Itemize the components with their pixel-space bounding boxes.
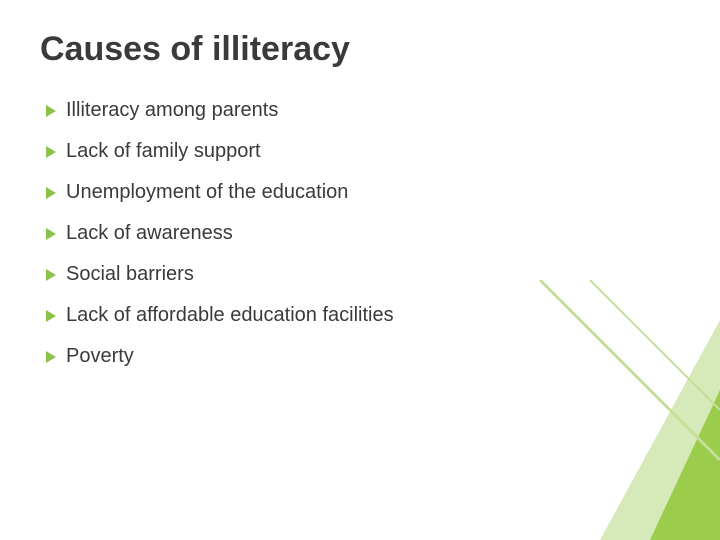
bullet-icon [46, 310, 56, 322]
bullet-text: Lack of affordable education facilities [66, 304, 394, 327]
list-item: Unemployment of the education [46, 181, 680, 204]
list-item: Illiteracy among parents [46, 99, 680, 122]
slide-container: Causes of illiteracy Illiteracy among pa… [0, 0, 720, 540]
bullet-list: Illiteracy among parents Lack of family … [40, 99, 680, 368]
bullet-icon [46, 351, 56, 363]
slide-title: Causes of illiteracy [40, 30, 680, 69]
bullet-icon [46, 105, 56, 117]
bullet-icon [46, 146, 56, 158]
bullet-text: Unemployment of the education [66, 181, 348, 204]
list-item: Social barriers [46, 263, 680, 286]
list-item: Lack of awareness [46, 222, 680, 245]
list-item: Lack of affordable education facilities [46, 304, 680, 327]
bullet-text: Illiteracy among parents [66, 99, 278, 122]
bullet-text: Lack of family support [66, 140, 261, 163]
bullet-icon [46, 269, 56, 281]
list-item: Lack of family support [46, 140, 680, 163]
bullet-text: Lack of awareness [66, 222, 233, 245]
bullet-text: Social barriers [66, 263, 194, 286]
bullet-icon [46, 228, 56, 240]
list-item: Poverty [46, 345, 680, 368]
bullet-icon [46, 187, 56, 199]
bullet-text: Poverty [66, 345, 134, 368]
